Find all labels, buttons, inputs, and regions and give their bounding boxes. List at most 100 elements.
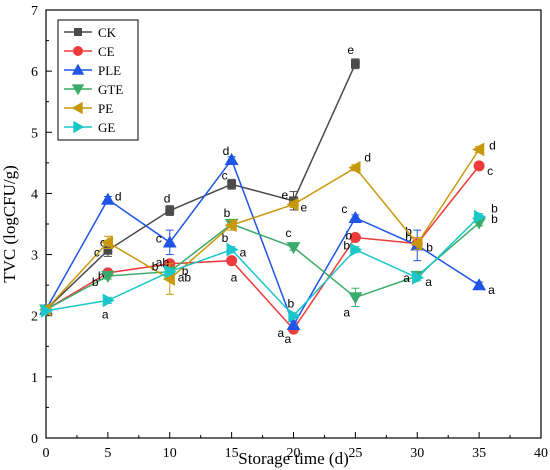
significance-letter: c	[487, 164, 493, 178]
legend-label: PE	[98, 101, 113, 116]
significance-letter: a	[102, 307, 109, 321]
series-line	[45, 222, 480, 311]
series-line	[45, 63, 357, 311]
y-tick-label: 6	[31, 65, 38, 80]
data-point	[350, 59, 360, 69]
significance-letter: b	[343, 239, 350, 253]
significance-letter: a	[231, 271, 238, 285]
data-point	[350, 242, 363, 257]
legend-item-ple: PLE	[64, 63, 121, 78]
significance-letter: b	[345, 228, 352, 242]
significance-letter: b	[405, 224, 412, 238]
y-tick-label: 5	[31, 126, 38, 141]
x-tick-label: 10	[163, 446, 177, 461]
x-tick-label: 40	[534, 446, 548, 461]
significance-letter: d	[164, 192, 171, 206]
data-point	[473, 209, 486, 224]
data-point	[286, 242, 301, 255]
significance-letter: a	[285, 332, 292, 346]
significance-letter: c	[94, 245, 100, 259]
data-point	[288, 308, 301, 323]
legend-item-pe: PE	[64, 101, 113, 116]
significance-letter: b	[405, 231, 412, 245]
significance-letter: b	[152, 260, 159, 274]
y-tick-label: 3	[31, 249, 38, 264]
x-tick-label: 20	[287, 446, 301, 461]
significance-letter: a	[278, 326, 285, 340]
significance-letter: b	[426, 241, 433, 255]
data-point	[227, 179, 237, 189]
significance-letter: a	[343, 305, 350, 319]
legend-item-gte: GTE	[64, 82, 123, 97]
x-tick-label: 15	[225, 446, 239, 461]
significance-letter: a	[240, 246, 247, 260]
data-point	[224, 218, 237, 233]
data-point	[165, 206, 175, 215]
significance-letter: a	[425, 275, 432, 289]
series-line	[45, 158, 480, 327]
significance-letter: d	[223, 144, 230, 158]
significance-letter: c	[156, 231, 162, 245]
data-point	[102, 293, 115, 308]
y-tick-label: 7	[31, 4, 38, 19]
legend-marker	[74, 28, 82, 36]
data-point	[226, 242, 239, 257]
significance-letter: e	[347, 43, 354, 57]
significance-letter: b	[182, 264, 189, 278]
significance-letter: d	[364, 151, 371, 165]
y-tick-label: 2	[31, 310, 38, 325]
y-tick-label: 0	[31, 432, 38, 447]
y-tick-label: 4	[31, 187, 38, 202]
data-point	[472, 142, 485, 157]
significance-letter: c	[341, 202, 347, 216]
x-tick-label: 5	[104, 446, 111, 461]
data-point	[224, 152, 239, 165]
series-line	[45, 165, 480, 331]
x-axis-title: Storage time (d)	[238, 449, 348, 468]
significance-letter: a	[488, 283, 495, 297]
legend-label: GE	[98, 120, 115, 135]
legend: CK CE PLE GTE PE GE	[57, 19, 139, 141]
series-line	[45, 148, 480, 311]
y-axis-title: TVC (logCFU/g)	[0, 165, 19, 283]
data-point	[286, 197, 299, 212]
legend-marker	[71, 84, 85, 96]
y-tick-label: 1	[31, 371, 38, 386]
significance-letter: c	[286, 226, 292, 240]
data-point	[412, 270, 425, 285]
legend-marker	[71, 101, 83, 115]
data-point	[349, 231, 361, 243]
plot-area: 051015202530354001234567cdceebabaabbcdcd…	[31, 4, 548, 461]
data-point	[286, 318, 301, 331]
legend-label: CE	[98, 44, 115, 59]
significance-letter: e	[282, 188, 289, 202]
data-point	[348, 160, 361, 175]
significance-letter: b	[222, 231, 229, 245]
data-point	[226, 255, 238, 267]
data-point	[162, 272, 175, 286]
data-point	[101, 235, 114, 250]
data-point	[101, 270, 115, 283]
significance-letter: b	[98, 269, 105, 283]
data-point	[40, 303, 53, 318]
significance-letter: b	[224, 206, 231, 220]
data-point	[101, 192, 115, 205]
significance-letter: a	[403, 271, 410, 285]
legend-label: GTE	[98, 82, 123, 97]
significance-letter: b	[288, 297, 295, 311]
significance-letter: c	[222, 168, 228, 182]
significance-letter: b	[92, 275, 99, 289]
significance-letter: d	[115, 190, 122, 204]
significance-letter: e	[301, 200, 308, 214]
legend-item-ge: GE	[64, 120, 115, 135]
data-point	[164, 264, 177, 279]
significance-letter: b	[491, 202, 498, 216]
legend-marker	[71, 63, 85, 75]
data-point	[348, 211, 363, 224]
series-line	[45, 216, 480, 317]
significance-letter: d	[489, 138, 496, 152]
legend-marker	[73, 46, 83, 56]
x-tick-label: 0	[43, 446, 50, 461]
